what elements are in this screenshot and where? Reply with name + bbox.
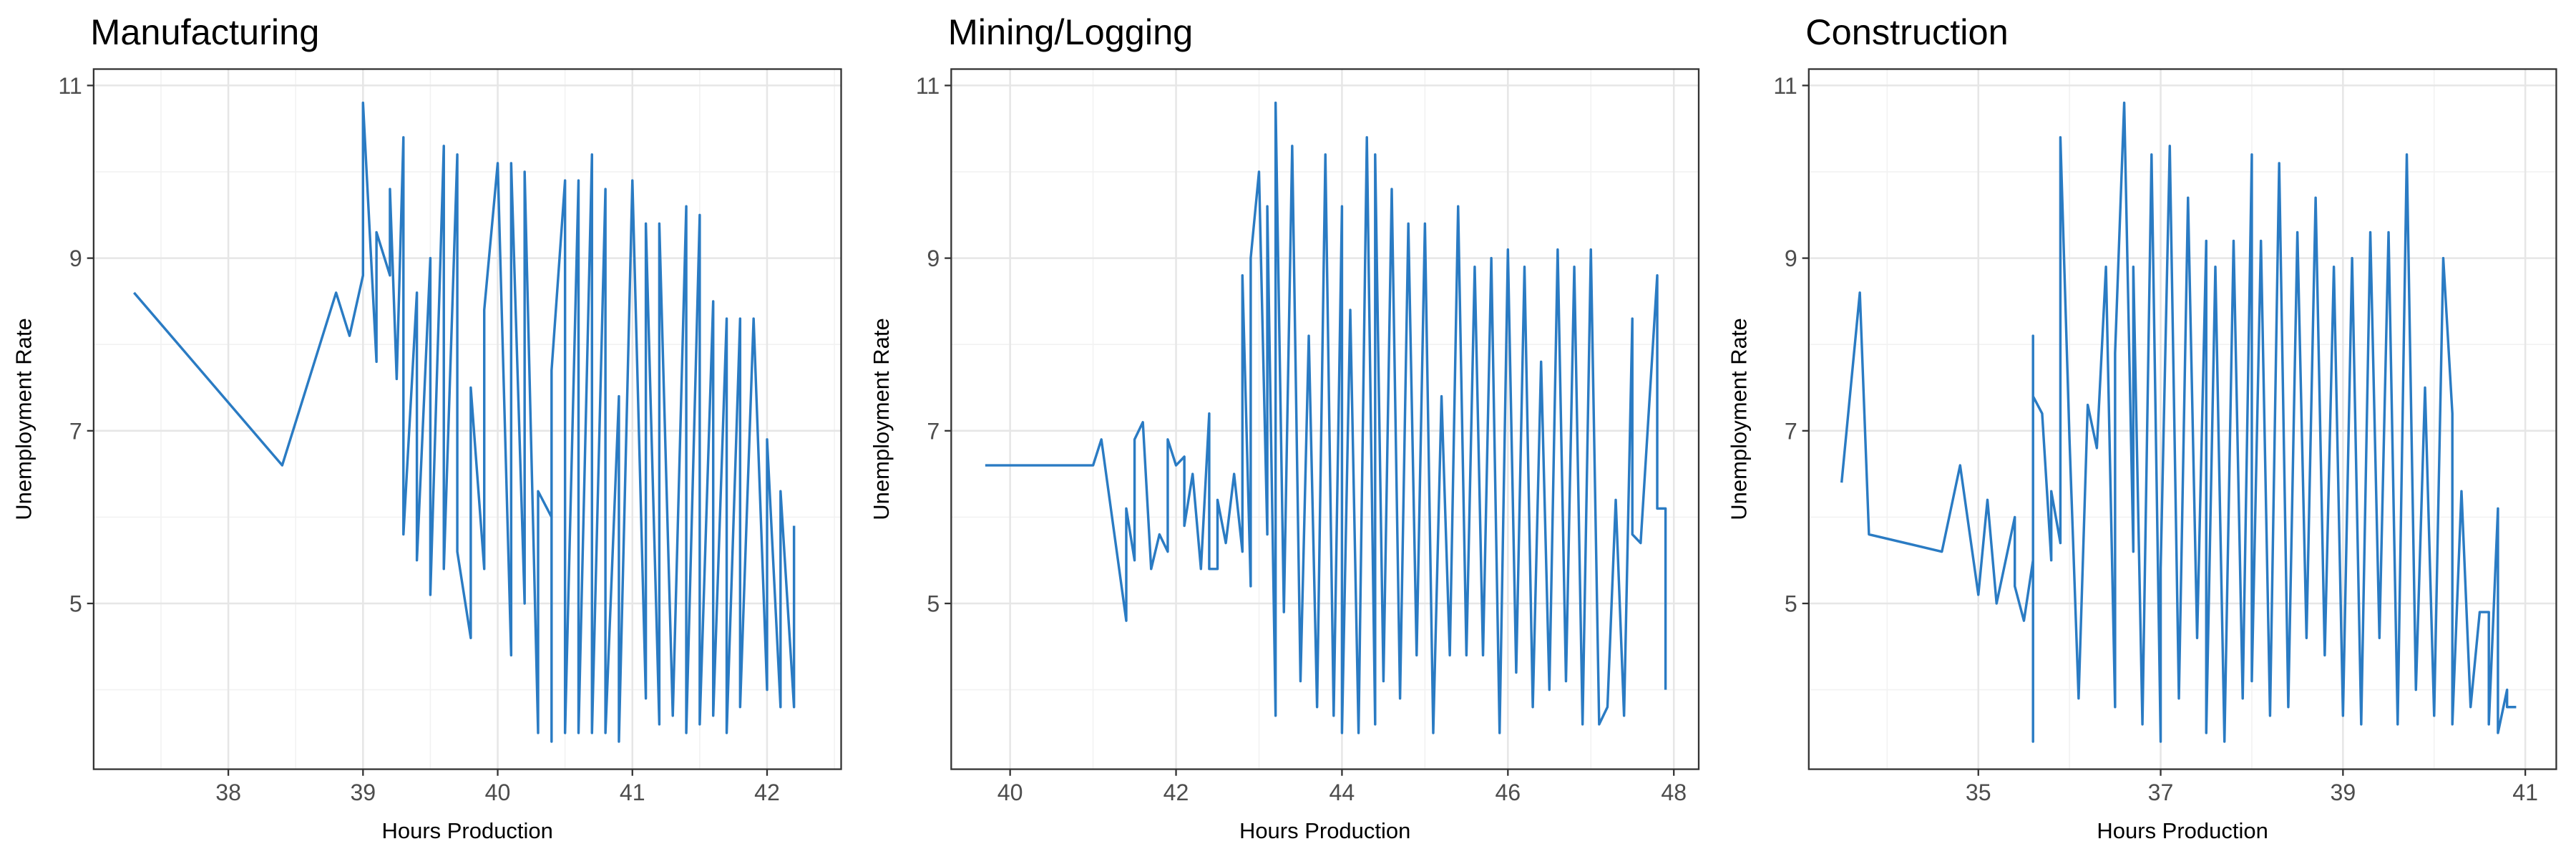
y-tick-label: 7	[1785, 418, 1797, 444]
y-tick-label: 11	[1773, 73, 1797, 99]
x-tick-label: 39	[350, 780, 376, 805]
plot-background	[1808, 69, 2557, 770]
panel: 38 39 40 41 42 5 7 9 11 Manufacturing Hours Produc…	[11, 11, 842, 843]
y-tick-label: 5	[927, 591, 940, 616]
y-tick-label: 7	[69, 418, 82, 444]
x-tick-label: 46	[1495, 780, 1521, 805]
panel: 40 42 44 46 48 5 7 9 11 Mining/Logging Hours Produ…	[869, 11, 1700, 843]
y-tick-label: 11	[916, 73, 940, 99]
x-tick-label: 37	[2148, 780, 2174, 805]
x-axis-label: Hours Production	[381, 818, 552, 843]
panel-title: Mining/Logging	[948, 11, 1194, 52]
x-axis-label: Hours Production	[2097, 818, 2268, 843]
panel-title: Construction	[1805, 11, 2009, 52]
data-line	[985, 101, 1667, 734]
y-axis-label: Unemployment Rate	[11, 318, 36, 520]
x-tick-label: 38	[215, 780, 241, 805]
panel: 35 37 39 41 5 7 9 11 Construction Hours Productio…	[1727, 11, 2557, 843]
plot-border	[1807, 68, 2557, 770]
x-axis-label: Hours Production	[1239, 818, 1410, 843]
x-tick-label: 39	[2330, 780, 2356, 805]
x-tick-label: 40	[997, 780, 1023, 805]
x-tick-label: 41	[2512, 780, 2538, 805]
y-tick-label: 9	[69, 246, 82, 271]
y-tick-label: 5	[1785, 591, 1797, 616]
y-tick-label: 5	[69, 591, 82, 616]
x-tick-label: 48	[1661, 780, 1687, 805]
y-axis-label: Unemployment Rate	[1727, 318, 1752, 520]
x-tick-label: 42	[754, 780, 780, 805]
y-tick-label: 7	[927, 418, 940, 444]
data-line	[133, 101, 796, 743]
x-tick-label: 41	[620, 780, 645, 805]
plot-border	[92, 68, 842, 770]
x-tick-label: 35	[1966, 780, 1991, 805]
y-tick-label: 9	[1785, 246, 1797, 271]
y-tick-label: 9	[927, 246, 940, 271]
panel-title: Manufacturing	[90, 11, 319, 52]
plot-border	[950, 68, 1700, 770]
x-tick-label: 40	[485, 780, 511, 805]
y-axis-label: Unemployment Rate	[869, 318, 894, 520]
y-tick-label: 11	[58, 73, 82, 99]
x-tick-label: 42	[1163, 780, 1189, 805]
data-line	[1840, 101, 2517, 743]
x-tick-label: 44	[1330, 780, 1355, 805]
